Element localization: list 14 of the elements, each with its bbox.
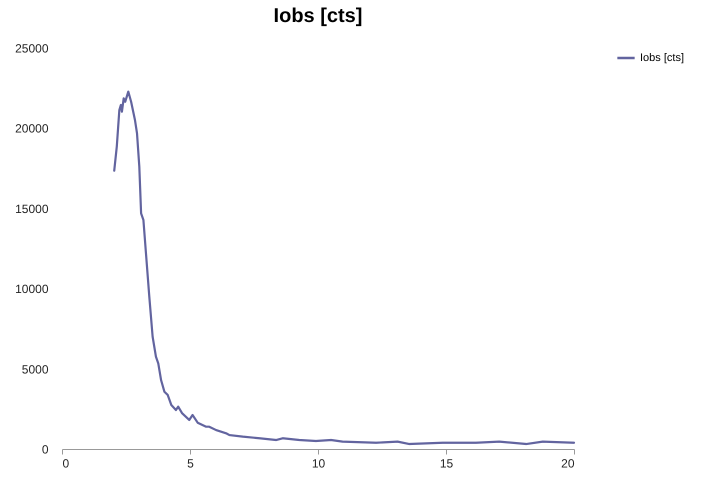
x-tick-label: 20 — [561, 456, 575, 470]
line-series — [113, 90, 576, 446]
legend-label: Iobs [cts] — [640, 52, 684, 64]
y-tick-label: 15000 — [15, 202, 49, 216]
x-tick-label: 0 — [62, 456, 70, 470]
y-tick-label: 5000 — [22, 362, 49, 376]
y-tick-label: 20000 — [15, 122, 49, 136]
y-tick-label: 25000 — [15, 42, 49, 56]
chart-title: Iobs [cts] — [274, 5, 362, 27]
x-tick-label: 15 — [440, 456, 454, 470]
x-tick-label: 5 — [187, 456, 194, 470]
y-tick-label: 10000 — [15, 282, 49, 296]
y-tick-label: 0 — [42, 442, 49, 456]
x-tick-label: 10 — [312, 456, 326, 470]
